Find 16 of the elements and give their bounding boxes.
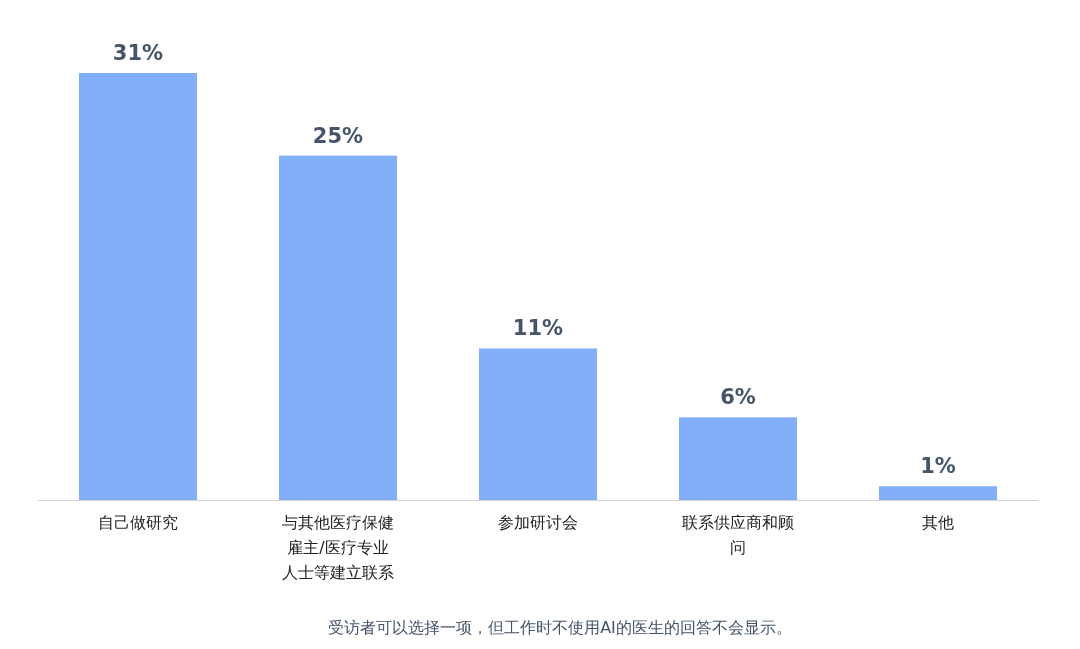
data-label: 11% bbox=[512, 316, 564, 341]
data-label: 25% bbox=[312, 123, 364, 148]
data-label: 31% bbox=[112, 41, 164, 65]
data-label: 6% bbox=[720, 385, 756, 410]
bar bbox=[879, 486, 997, 500]
x-tick-label: 其他 bbox=[922, 513, 954, 532]
data-label: 1% bbox=[920, 454, 956, 479]
text: 受访者可以选择一项，但工作时不使用AI的医生的回答不会显示。 bbox=[328, 618, 792, 637]
x-tick-label: 联系供应商和顾问 bbox=[682, 513, 794, 557]
x-tick-label: 参加研讨会 bbox=[498, 513, 578, 532]
x-tick-label: 自己做研究 bbox=[98, 513, 178, 532]
bar bbox=[479, 348, 597, 500]
bar bbox=[679, 417, 797, 500]
bar bbox=[279, 155, 397, 500]
x-tick-label: 与其他医疗保健雇主/医疗专业人士等建立联系 bbox=[282, 513, 394, 582]
bar bbox=[79, 73, 197, 500]
